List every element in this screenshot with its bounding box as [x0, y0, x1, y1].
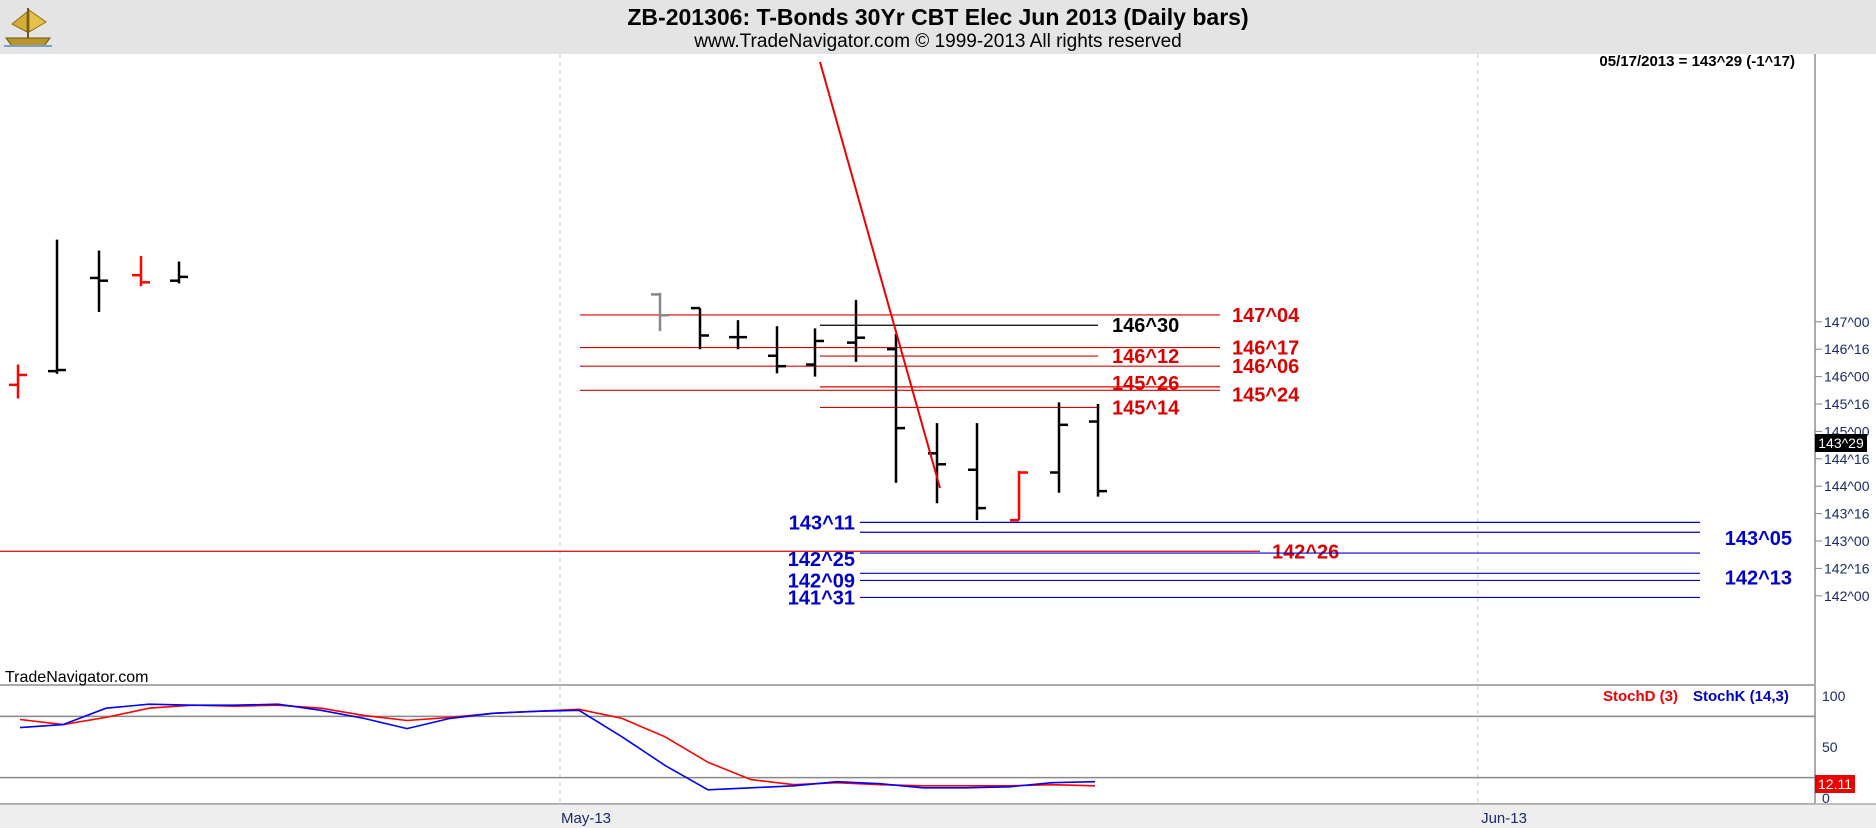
level-label: 141^31: [788, 587, 855, 609]
price-level: 146^30: [820, 315, 1179, 337]
level-label: 146^06: [1232, 356, 1299, 378]
price-axis: 147^00146^16146^00145^16145^00144^16144^…: [1815, 314, 1870, 604]
copyright-text: www.TradeNavigator.com © 1999-2013 All r…: [694, 31, 1182, 52]
price-tick-label: 142^00: [1824, 588, 1870, 604]
price-level: 142^13: [860, 567, 1792, 589]
stoch-tick-label: 0: [1822, 790, 1830, 806]
level-label: 142^09: [788, 570, 855, 592]
level-label: 145^24: [1232, 384, 1300, 406]
price-tick-label: 144^00: [1824, 478, 1870, 494]
level-label: 147^04: [1232, 305, 1300, 327]
level-label: 143^11: [789, 512, 855, 534]
grid-lines: [559, 54, 1479, 804]
stoch-tick-label: 50: [1822, 739, 1838, 755]
level-label: 145^14: [1112, 397, 1180, 419]
time-axis: May-13 Jun-13: [561, 810, 1527, 827]
price-level: 142^26: [0, 541, 1339, 563]
ohlc-bar: [806, 328, 824, 377]
ohlc-bar: [132, 256, 150, 287]
time-tick-label: Jun-13: [1481, 810, 1527, 827]
level-label: 142^25: [788, 549, 855, 571]
stoch-last-value-label: 12.11: [1818, 776, 1852, 792]
ohlc-bar: [847, 299, 865, 362]
level-label: 146^17: [1232, 338, 1299, 360]
ohlc-bar: [1089, 404, 1107, 497]
ohlc-bar: [1050, 402, 1068, 493]
watermark-text: TradeNavigator.com: [5, 669, 148, 686]
ohlc-bar: [768, 326, 786, 374]
ohlc-bar: [691, 306, 709, 350]
ohlc-bar: [928, 423, 946, 504]
chart-header: ZB-201306: T-Bonds 30Yr CBT Elec Jun 201…: [0, 0, 1876, 54]
stoch-k-legend: StochK (14,3): [1693, 688, 1789, 705]
time-tick-label: May-13: [561, 810, 611, 827]
price-level: 141^31: [788, 587, 1700, 609]
ohlc-bar: [170, 261, 188, 284]
downtrend-line: [819, 61, 941, 489]
ohlc-bar: [968, 423, 986, 521]
price-level: 142^25: [788, 549, 1700, 571]
ohlc-bar: [887, 333, 905, 483]
price-level: 142^09: [788, 570, 1700, 592]
ohlc-bar: [48, 239, 66, 374]
price-tick-label: 144^16: [1824, 451, 1870, 467]
stoch-d-line: [19, 704, 1096, 787]
ohlc-bar: [90, 250, 108, 312]
chart-title: ZB-201306: T-Bonds 30Yr CBT Elec Jun 201…: [627, 4, 1249, 30]
price-tick-label: 146^00: [1824, 369, 1870, 385]
price-tick-label: 147^00: [1824, 314, 1870, 330]
stoch-d-legend: StochD (3): [1603, 688, 1678, 705]
stochastic-panel: 100 50 0: [0, 688, 1846, 806]
price-level: 147^04: [580, 305, 1300, 327]
price-tick-label: 143^00: [1824, 533, 1870, 549]
chart-frame: [0, 54, 1876, 828]
price-tick-label: 142^16: [1824, 560, 1870, 576]
ohlc-bar: [1010, 470, 1028, 522]
ohlc-bar: [729, 320, 747, 350]
level-label: 145^26: [1112, 373, 1179, 395]
level-label: 143^05: [1725, 528, 1792, 550]
price-level: 143^11: [789, 512, 1700, 534]
stoch-k-line: [19, 703, 1096, 791]
sailing-ship-logo-icon: [4, 8, 52, 47]
ohlc-bars: [9, 239, 1107, 522]
level-label: 146^30: [1112, 315, 1179, 337]
stoch-tick-label: 100: [1822, 688, 1846, 704]
price-level: 145^14: [820, 397, 1180, 419]
price-level: 143^05: [860, 528, 1792, 550]
level-label: 142^26: [1272, 541, 1339, 563]
quote-readout: 05/17/2013 = 143^29 (-1^17): [1599, 53, 1795, 70]
level-label: 142^13: [1725, 567, 1792, 589]
price-level: 145^24: [580, 384, 1300, 406]
price-level: 145^26: [820, 373, 1220, 395]
level-label: 146^12: [1112, 346, 1179, 368]
price-level: 146^12: [820, 346, 1179, 368]
stoch-last-value-tag: 12.11: [1815, 775, 1855, 793]
ohlc-bar: [651, 292, 669, 332]
price-level: 146^06: [580, 356, 1299, 378]
last-price-label: 143^29: [1818, 435, 1864, 451]
ohlc-bar: [9, 364, 27, 399]
last-price-tag: 143^29: [1815, 434, 1867, 452]
price-tick-label: 143^16: [1824, 506, 1870, 522]
price-tick-label: 145^16: [1824, 396, 1870, 412]
price-tick-label: 146^16: [1824, 341, 1870, 357]
